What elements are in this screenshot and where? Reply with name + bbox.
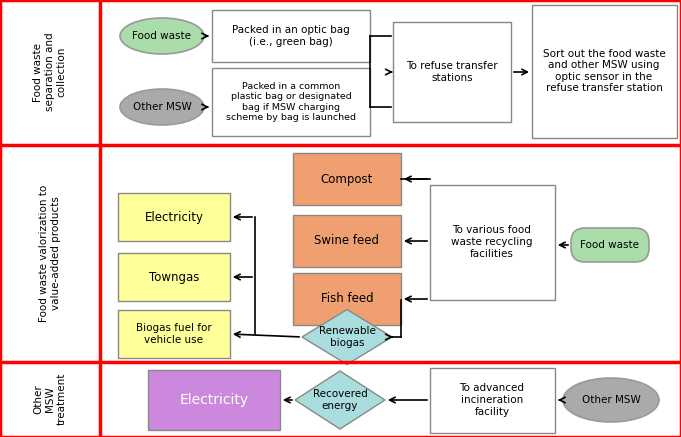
Ellipse shape: [563, 378, 659, 422]
Bar: [430, 368, 555, 433]
Text: Towngas: Towngas: [149, 271, 199, 284]
Text: Recovered
energy: Recovered energy: [313, 389, 367, 411]
Bar: [212, 68, 370, 136]
Text: Compost: Compost: [321, 173, 373, 185]
Ellipse shape: [120, 89, 204, 125]
Text: Packed in an optic bag
(i.e., green bag): Packed in an optic bag (i.e., green bag): [232, 25, 350, 47]
Text: Electricity: Electricity: [179, 393, 249, 407]
Text: Packed in a common
plastic bag or designated
bag if MSW charging
scheme by bag i: Packed in a common plastic bag or design…: [226, 82, 356, 122]
Bar: [532, 5, 677, 138]
Polygon shape: [295, 371, 385, 429]
Bar: [148, 370, 280, 430]
Bar: [118, 193, 230, 241]
Text: Electricity: Electricity: [144, 211, 204, 223]
Text: Food waste: Food waste: [580, 240, 639, 250]
Bar: [293, 153, 401, 205]
Text: Other MSW: Other MSW: [133, 102, 191, 112]
Polygon shape: [302, 309, 392, 364]
Text: Other MSW: Other MSW: [582, 395, 640, 405]
Text: Other
MSW
treatment: Other MSW treatment: [33, 373, 67, 425]
Text: Food waste valorization to
value-added products: Food waste valorization to value-added p…: [39, 184, 61, 322]
Text: To refuse transfer
stations: To refuse transfer stations: [406, 61, 498, 83]
Text: Renewable
biogas: Renewable biogas: [319, 326, 375, 348]
Bar: [393, 22, 511, 122]
Text: Fish feed: Fish feed: [321, 292, 373, 305]
Bar: [293, 273, 401, 325]
Text: To various food
waste recycling
facilities: To various food waste recycling faciliti…: [452, 225, 533, 259]
Bar: [118, 310, 230, 358]
Bar: [118, 253, 230, 301]
Text: Swine feed: Swine feed: [315, 235, 379, 247]
Text: Food waste
separation and
collection: Food waste separation and collection: [33, 33, 67, 111]
Bar: [430, 185, 555, 300]
Bar: [212, 10, 370, 62]
Ellipse shape: [120, 18, 204, 54]
Text: Food waste: Food waste: [133, 31, 191, 41]
Text: Sort out the food waste
and other MSW using
optic sensor in the
refuse transfer : Sort out the food waste and other MSW us…: [543, 49, 665, 94]
Text: To advanced
incineration
facility: To advanced incineration facility: [460, 383, 524, 416]
Bar: [293, 215, 401, 267]
Text: Biogas fuel for
vehicle use: Biogas fuel for vehicle use: [136, 323, 212, 345]
FancyBboxPatch shape: [571, 228, 649, 262]
